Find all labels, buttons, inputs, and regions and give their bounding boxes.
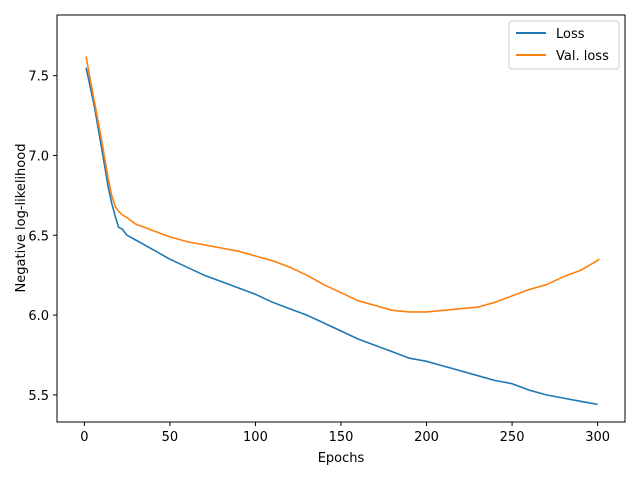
y-tick-label: 6.5 [28, 229, 49, 244]
y-tick-label: 7.5 [28, 70, 49, 85]
y-tick-label: 6.0 [28, 309, 49, 324]
series-layer [85, 56, 600, 406]
axes-layer: 0 50 100 150 200 250 300 5.5 6.0 6.5 7.0 7.5 [28, 70, 610, 445]
x-tick-label: 150 [329, 430, 354, 445]
y-axis-title: Negative log-likelihood [14, 144, 29, 293]
legend: Loss Val. loss [508, 20, 620, 70]
x-tick-label: 50 [162, 430, 179, 445]
legend-label-loss: Loss [556, 27, 585, 42]
x-tick-label: 250 [500, 430, 525, 445]
x-tick-label: 100 [243, 430, 268, 445]
y-tick-label: 7.0 [28, 149, 49, 164]
series-line-val-loss [85, 56, 600, 313]
plot-frame [56, 14, 626, 423]
series-line-loss [85, 67, 598, 406]
y-tick-label: 5.5 [28, 389, 49, 404]
legend-label-val-loss: Val. loss [556, 49, 609, 64]
x-axis-title: Epochs [318, 451, 365, 466]
x-tick-label: 0 [80, 430, 88, 445]
x-tick-label: 200 [414, 430, 439, 445]
x-tick-label: 300 [585, 430, 610, 445]
